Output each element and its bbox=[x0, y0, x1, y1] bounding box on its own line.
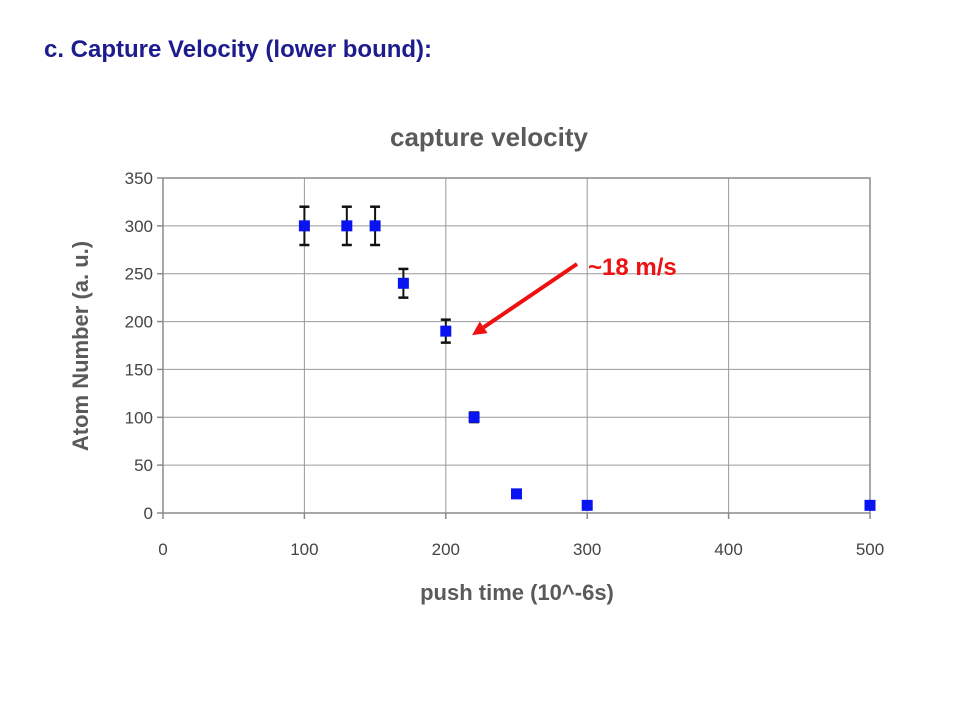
annotation-label: ~18 m/s bbox=[588, 254, 677, 281]
data-point bbox=[341, 220, 353, 232]
data-point bbox=[581, 499, 593, 511]
annotation-arrow bbox=[482, 262, 579, 329]
data-point bbox=[468, 411, 480, 423]
data-point bbox=[369, 220, 381, 232]
annotation-arrowhead bbox=[472, 321, 488, 336]
y-tick-label: 200 bbox=[125, 313, 153, 332]
plot-area-frame bbox=[162, 177, 871, 514]
data-point bbox=[864, 499, 876, 511]
slide-title: c. Capture Velocity (lower bound): bbox=[44, 36, 433, 63]
y-tick-label: 250 bbox=[125, 265, 153, 284]
axis-ticks: 0 50 100 150 200 250 300 350 0 100 200 300 400 500 bbox=[125, 169, 885, 559]
y-axis-label: Atom Number (a. u.) bbox=[68, 241, 93, 451]
y-tick-label: 350 bbox=[125, 169, 153, 188]
data-point bbox=[397, 277, 409, 289]
data-marks bbox=[298, 205, 876, 511]
y-tick-label: 150 bbox=[125, 360, 153, 379]
x-axis-label: push time (10^-6s) bbox=[420, 580, 614, 605]
y-tick-label: 0 bbox=[144, 504, 153, 523]
data-point bbox=[511, 488, 522, 500]
x-tick-label: 100 bbox=[290, 540, 318, 559]
y-tick-label: 300 bbox=[125, 217, 153, 236]
x-tick-label: 500 bbox=[856, 540, 884, 559]
data-point bbox=[440, 325, 452, 337]
x-tick-label: 0 bbox=[158, 540, 167, 559]
x-tick-label: 400 bbox=[714, 540, 742, 559]
grid-lines bbox=[162, 177, 871, 514]
chart-title: capture velocity bbox=[390, 122, 589, 152]
annotation: ~18 m/s bbox=[472, 254, 677, 336]
y-tick-label: 50 bbox=[134, 456, 153, 475]
y-tick-label: 100 bbox=[125, 408, 153, 427]
x-tick-label: 200 bbox=[432, 540, 460, 559]
data-point bbox=[298, 220, 310, 232]
x-tick-label: 300 bbox=[573, 540, 601, 559]
